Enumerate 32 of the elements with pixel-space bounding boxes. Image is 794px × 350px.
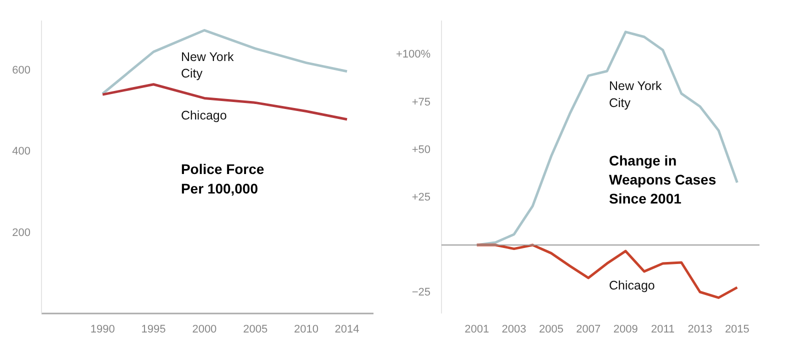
y-tick-label: +50 (412, 144, 431, 156)
x-tick-label: 2015 (724, 324, 750, 336)
series-label: New York City (180, 50, 234, 81)
y-tick-label: 400 (12, 146, 31, 158)
x-tick-label: 2013 (688, 324, 712, 336)
y-tick-label: +100% (396, 48, 431, 61)
y-tick-label: −25 (412, 286, 431, 299)
series-label: Chicago (609, 278, 655, 292)
x-tick-label: 2007 (576, 324, 601, 336)
series-label: New York City (609, 79, 663, 110)
line-series (101, 29, 348, 95)
line-series (101, 83, 348, 121)
x-tick-label: 2005 (538, 324, 564, 336)
y-tick-label: 200 (12, 227, 31, 240)
x-tick-label: 2000 (192, 324, 217, 336)
x-tick-label: 2009 (613, 324, 638, 336)
x-tick-label: 2010 (294, 324, 319, 336)
y-tick-label: 600 (12, 64, 31, 76)
y-tick-label: +75 (412, 96, 431, 108)
x-tick-label: 2011 (650, 324, 675, 336)
line-series (476, 244, 738, 299)
text: Police Force Per 100,000 (180, 161, 264, 196)
x-tick-label: 2001 (464, 324, 490, 336)
x-tick-label: 2003 (502, 324, 526, 336)
line-series (476, 30, 738, 246)
text: Change in Weapons Cases Since 2001 (609, 152, 716, 207)
x-tick-label: 2005 (243, 324, 268, 336)
x-tick-label: 2014 (334, 324, 360, 336)
x-tick-label: 1990 (90, 324, 115, 336)
y-tick-label: +25 (412, 191, 431, 204)
series-label: Chicago (180, 108, 227, 122)
x-tick-label: 1995 (141, 324, 166, 336)
